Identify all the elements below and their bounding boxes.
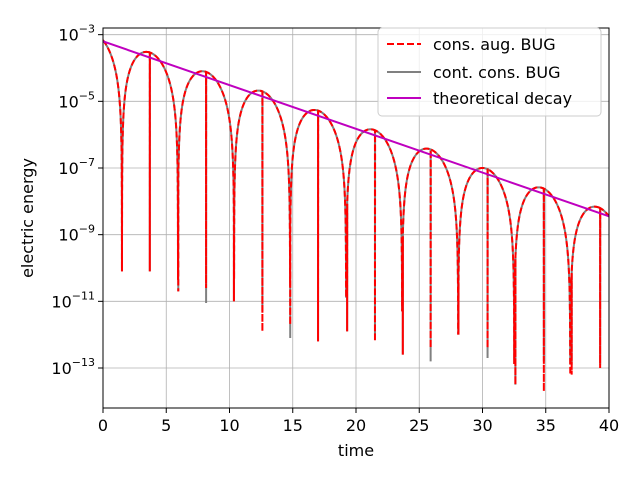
legend-label-aug: cons. aug. BUG: [433, 35, 556, 54]
x-tick-label: 0: [98, 416, 108, 435]
series-layer: [102, 39, 610, 392]
y-tick-base: 10: [51, 359, 71, 378]
y-tick-base: 10: [58, 92, 78, 111]
x-tick-label: 30: [472, 416, 492, 435]
x-axis-ticks: 0 5 10 15 20 25 30 35 40: [98, 408, 619, 435]
y-tick-exponent: −3: [79, 23, 95, 36]
y-tick-label: 10−11: [51, 289, 95, 311]
y-tick-exponent: −9: [79, 223, 95, 236]
y-tick-base: 10: [58, 159, 78, 178]
x-tick-label: 25: [409, 416, 429, 435]
y-tick-base: 10: [51, 292, 71, 311]
y-tick-label: 10−7: [58, 156, 95, 178]
x-tick-label: 5: [161, 416, 171, 435]
y-tick-exponent: −5: [79, 89, 95, 102]
x-tick-label: 35: [536, 416, 556, 435]
x-tick-label: 20: [346, 416, 366, 435]
y-axis-label: electric energy: [18, 158, 37, 278]
y-tick-label: 10−5: [58, 89, 95, 111]
series-theoretical-decay: [102, 40, 610, 218]
y-tick-label: 10−3: [58, 23, 95, 45]
y-tick-label: 10−9: [58, 223, 95, 245]
legend-label-cont: cont. cons. BUG: [433, 63, 561, 82]
y-tick-label: 10−13: [51, 356, 95, 378]
legend-box: [377, 27, 602, 117]
x-tick-label: 10: [219, 416, 239, 435]
series-cons-aug-bug: [103, 39, 609, 392]
y-tick-exponent: −11: [72, 289, 95, 302]
y-tick-base: 10: [58, 26, 78, 45]
x-axis-label: time: [338, 441, 374, 460]
y-tick-exponent: −13: [72, 356, 95, 369]
y-tick-exponent: −7: [79, 156, 95, 169]
legend: cons. aug. BUG cont. cons. BUG theoretic…: [377, 27, 602, 117]
x-tick-label: 15: [283, 416, 303, 435]
legend-label-theory: theoretical decay: [433, 89, 572, 108]
y-tick-base: 10: [58, 226, 78, 245]
x-tick-label: 40: [599, 416, 619, 435]
